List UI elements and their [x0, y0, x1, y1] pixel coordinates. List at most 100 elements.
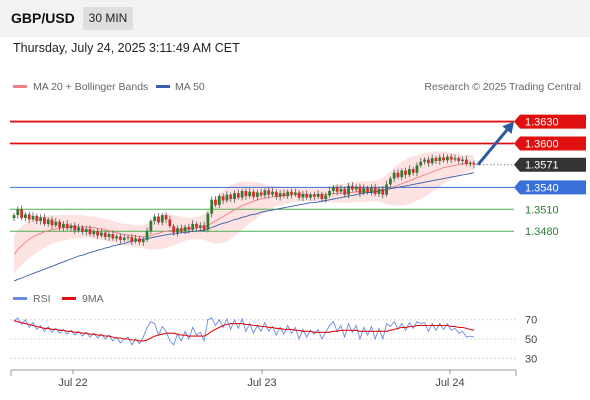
- candle-body: [214, 199, 217, 205]
- candle-body: [286, 191, 290, 197]
- candle-body: [331, 187, 335, 191]
- legend-ma50: MA 50: [175, 81, 205, 93]
- main-legend: MA 20 + Bollinger Bands MA 50 Research ©…: [13, 81, 581, 93]
- candle-body: [290, 191, 293, 195]
- price-level-labels: 1.3630 1.3600 1.3571 1.3540 1.3510 1.3480: [514, 114, 586, 238]
- level-label-1.3630: 1.3630: [525, 117, 559, 129]
- candle-body: [221, 196, 225, 201]
- level-label-1.3571: 1.3571: [525, 160, 559, 172]
- candle-body: [81, 227, 84, 232]
- candle-body: [442, 157, 445, 161]
- candle-body: [297, 192, 301, 198]
- x-axis: Jul 22 Jul 23 Jul 24: [10, 369, 517, 389]
- top-bar: GBP/USD 30 MIN: [0, 0, 590, 37]
- candle-body: [255, 192, 259, 197]
- candle-body: [126, 237, 130, 239]
- candle-body: [149, 220, 153, 232]
- level-tag-1.3630: [514, 114, 586, 129]
- candle-body: [415, 165, 419, 173]
- candle-body: [366, 188, 369, 192]
- candle-body: [88, 229, 92, 235]
- candle-body: [176, 228, 179, 233]
- candle-body: [385, 184, 388, 195]
- timeframe-button[interactable]: 30 MIN: [83, 7, 133, 30]
- candle-body: [400, 170, 404, 178]
- rsi-panel: 70 50 30: [10, 315, 537, 365]
- legend-ma20: MA 20 + Bollinger Bands: [33, 81, 148, 93]
- ma20-line: [13, 162, 475, 255]
- level-tag-1.3540: [514, 180, 586, 195]
- candle-body: [229, 194, 233, 200]
- x-tick-label: Jul 22: [58, 377, 87, 389]
- candle-body: [369, 187, 373, 192]
- candle-body: [130, 237, 134, 242]
- candle-body: [84, 229, 88, 232]
- candle-body: [164, 215, 168, 220]
- legend-rsi: RSI: [33, 293, 51, 305]
- candle-body: [77, 227, 81, 231]
- candle-body: [111, 234, 115, 239]
- rsi-tick-70: 70: [525, 315, 537, 327]
- chart-datetime: Thursday, July 24, 2025 3:11:49 AM CET: [13, 41, 240, 55]
- forecast-arrow-head: [502, 121, 514, 134]
- candle-body: [396, 172, 400, 178]
- x-tick-label: Jul 23: [247, 377, 276, 389]
- candle-body: [339, 188, 343, 192]
- candle-body: [252, 191, 255, 197]
- candle-body: [12, 215, 16, 219]
- candle-body: [24, 214, 27, 219]
- candle-body: [392, 172, 396, 179]
- candle-body: [16, 209, 20, 216]
- candle-body: [54, 221, 58, 226]
- candle-body: [119, 236, 122, 240]
- candle-body: [100, 232, 103, 236]
- candle-body: [328, 191, 331, 196]
- candle-body: [293, 192, 297, 195]
- candle-body: [248, 191, 252, 197]
- moving-averages: [13, 162, 475, 282]
- candle-body: [27, 214, 31, 220]
- candle-body: [388, 178, 392, 185]
- level-tag-1.3571: [514, 157, 586, 172]
- candle-body: [457, 158, 461, 162]
- candle-body: [278, 193, 282, 197]
- candle-body: [65, 223, 69, 229]
- candle-body: [240, 191, 244, 198]
- candle-body: [96, 231, 100, 236]
- candle-body: [350, 185, 354, 190]
- candle-body: [407, 169, 411, 175]
- candle-body: [423, 159, 426, 162]
- candle-body: [160, 215, 164, 223]
- bollinger-band-area: [14, 151, 474, 274]
- forecast-arrow-shaft: [476, 129, 509, 166]
- candle-body: [309, 194, 312, 198]
- candle-body: [141, 239, 145, 243]
- candle-body: [206, 213, 210, 230]
- price-levels: [10, 120, 514, 232]
- candles: [12, 153, 476, 246]
- candle-body: [39, 217, 43, 221]
- candle-body: [233, 193, 236, 200]
- candle-body: [134, 238, 138, 242]
- candle-body: [282, 193, 286, 197]
- candle-body: [263, 190, 267, 196]
- rsi-line: [13, 317, 475, 346]
- candle-body: [271, 191, 274, 195]
- candle-body: [381, 188, 385, 195]
- candle-body: [438, 157, 442, 162]
- candle-body: [267, 190, 271, 195]
- legend-swatch-rsi: [13, 297, 27, 300]
- candle-body: [430, 158, 434, 164]
- candle-body: [373, 187, 377, 194]
- candle-body: [449, 156, 453, 160]
- candle-body: [411, 169, 415, 173]
- candle-body: [453, 158, 457, 160]
- candle-body: [244, 191, 248, 197]
- candle-body: [69, 225, 73, 229]
- legend-swatch-9ma: [62, 297, 76, 300]
- candle-body: [445, 156, 449, 161]
- legend-swatch-ma50: [156, 85, 170, 88]
- candle-body: [187, 226, 191, 230]
- ma50-line: [13, 172, 475, 282]
